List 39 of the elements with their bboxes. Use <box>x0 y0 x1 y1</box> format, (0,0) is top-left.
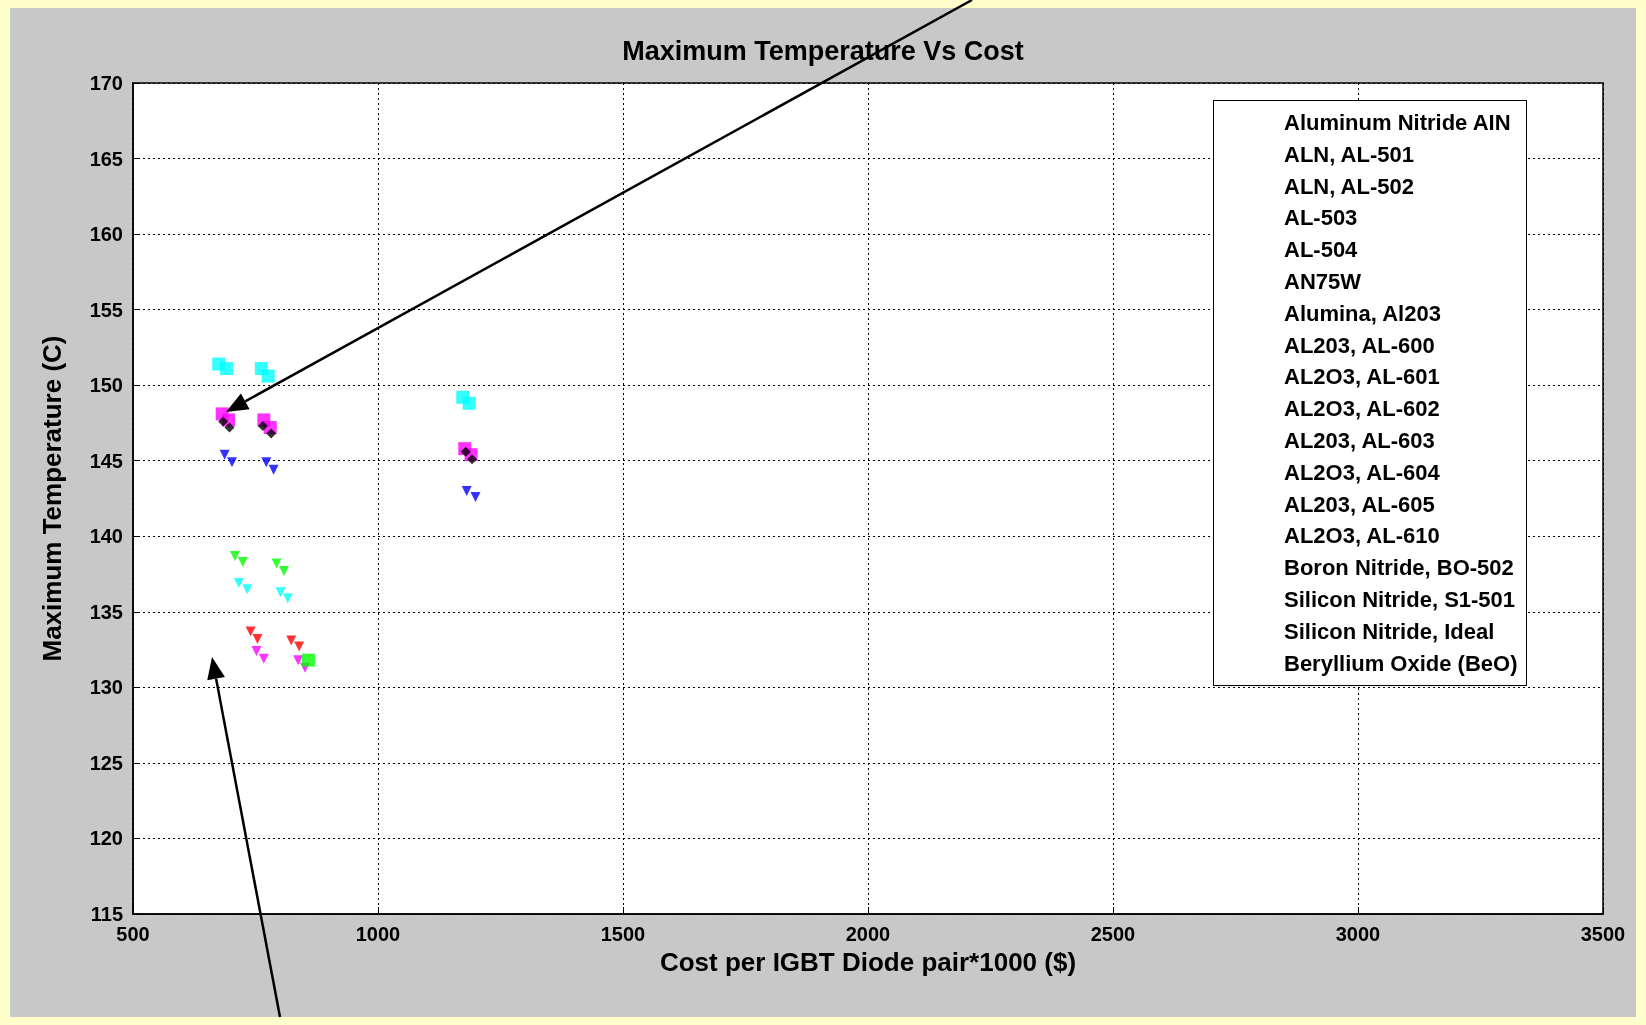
y-tick-label: 120 <box>89 827 123 850</box>
annotation: AL2O3, AL-610 <box>1284 522 1441 551</box>
y-tick-label: 135 <box>89 600 123 623</box>
y-tick-label: 155 <box>89 298 123 321</box>
annotation: Silicon Nitride, Ideal <box>1284 617 1496 646</box>
annotation: AL203, AL-605 <box>1284 490 1436 519</box>
y-tick-label: 130 <box>89 676 123 699</box>
y-tick-label: 140 <box>89 525 123 548</box>
annotation: AL2O3, AL-602 <box>1284 395 1441 424</box>
annotation: AL2O3, AL-601 <box>1284 363 1441 392</box>
x-tick-label: 1500 <box>600 923 646 945</box>
annotation: Boron Nitride, BO-502 <box>1284 554 1515 583</box>
y-tick-label: 165 <box>89 147 123 170</box>
annotation: AN75W <box>1284 268 1362 296</box>
annotation: AL203, AL-603 <box>1284 426 1436 455</box>
y-tick-label: 125 <box>89 751 123 774</box>
annotation: AL-503 <box>1284 204 1359 233</box>
x-tick-label: 500 <box>116 923 150 945</box>
annotation: AL2O3, AL-604 <box>1284 458 1441 487</box>
x-tick-label: 2500 <box>1090 923 1136 945</box>
y-axis-title: Maximum Temperature (C) <box>37 335 67 662</box>
x-axis-title: Cost per IGBT Diode pair*1000 ($) <box>659 946 1077 977</box>
annotation: Aluminum Nitride AIN <box>1284 109 1512 137</box>
annotation: AL203, AL-600 <box>1284 331 1436 360</box>
y-tick-label: 150 <box>89 374 123 397</box>
annotation: ALN, AL-502 <box>1284 172 1415 201</box>
annotation: Beryllium Oxide (BeO) <box>1284 649 1518 678</box>
annotation: Silicon Nitride, S1-501 <box>1284 585 1517 614</box>
annotation: AL-504 <box>1284 236 1359 265</box>
x-tick-label: 3000 <box>1335 923 1381 945</box>
y-tick-label: 145 <box>89 449 123 472</box>
x-tick-label: 1000 <box>355 923 401 945</box>
y-tick-label: 170 <box>89 72 123 94</box>
annotation: ALN, AL-501 <box>1284 140 1415 169</box>
y-tick-label: 160 <box>89 223 123 246</box>
x-tick-label: 2000 <box>845 923 891 945</box>
annotation: Alumina, Al203 <box>1284 299 1442 328</box>
y-tick-label: 115 <box>90 903 123 925</box>
x-tick-label: 3500 <box>1580 923 1626 945</box>
